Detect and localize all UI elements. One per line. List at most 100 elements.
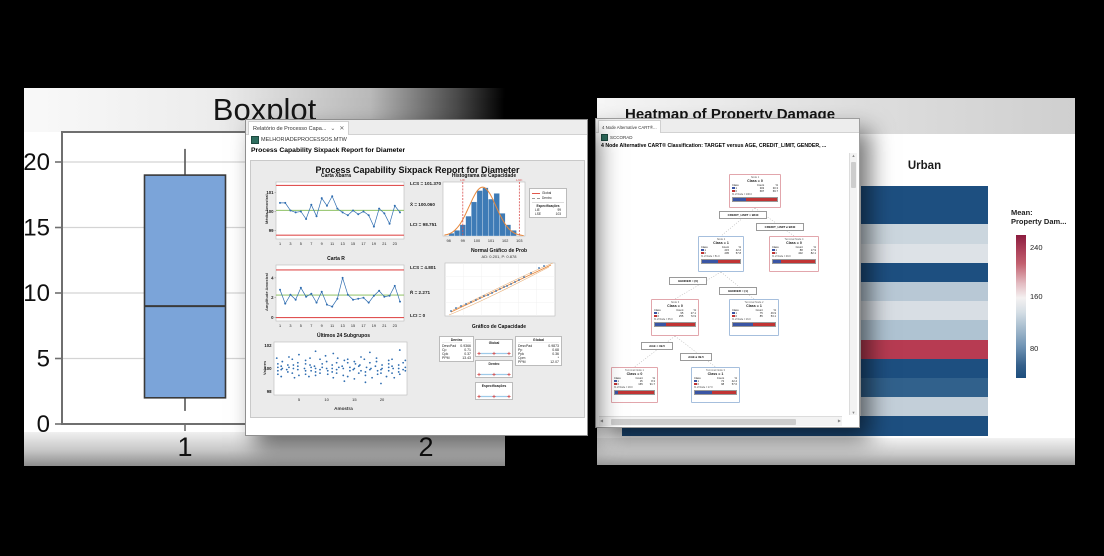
horizontal-scroll-thumb[interactable] (611, 418, 796, 425)
stat-value: 0.37 (464, 352, 471, 356)
tree-node-class-bar (732, 321, 776, 327)
scroll-left-icon[interactable]: ◀ (600, 418, 604, 423)
bar-segment-class0 (746, 197, 777, 201)
class-color-swatch (654, 314, 657, 318)
horizontal-scrollbar[interactable]: ◀ ▶ (599, 416, 842, 426)
capability-histogram: LIE LSE 98 99 100 101 102 103 (442, 179, 526, 243)
boxplot-window-bottom-strip (24, 432, 505, 466)
overall-stat-row: Pp 0.68 (518, 348, 559, 352)
close-icon[interactable]: ✕ (339, 126, 345, 132)
vertical-scrollbar[interactable]: ▲ ▼ (849, 153, 857, 415)
heatmap-row (861, 301, 988, 321)
spec-name: LIE (535, 208, 540, 212)
subgroups-chart: 102 100 98 5 10 15 20 (264, 341, 408, 402)
cart-tab[interactable]: 4 Node Alternative CART®... (598, 120, 661, 133)
tree-node-class: Class = 1 (707, 372, 724, 376)
stat-name: PPM (518, 360, 526, 364)
svg-text:9: 9 (321, 242, 323, 246)
svg-text:13: 13 (340, 242, 344, 246)
tree-node-label: Node 3 (670, 301, 680, 304)
class-color-swatch (732, 189, 735, 193)
class-color-swatch (701, 248, 704, 252)
tree-node-table-header: Class Count% (701, 245, 741, 249)
spec-name: LSE (535, 212, 542, 216)
tree-node-table-row: 0 165 91.7 (614, 383, 655, 386)
stat-name: Cp (442, 348, 447, 352)
tree-node: Node 2 Class = 1 Class Count% 1 215 42.2 0 295 57… (698, 236, 744, 272)
xbar-ucl-label: LCS = 101.370 (410, 181, 442, 186)
svg-text:5: 5 (300, 324, 302, 328)
stat-name: Cpm (518, 356, 526, 360)
bar-segment-class1 (733, 197, 747, 201)
tree-node-percent-note: % of Node = 35.0 (654, 318, 673, 321)
svg-text:17: 17 (361, 324, 365, 328)
class-color-swatch (772, 251, 775, 255)
chevron-down-icon[interactable]: ⌄ (330, 126, 336, 132)
sixpack-tab[interactable]: Relatório de Processo Capa... ⌄ ✕ (248, 121, 350, 135)
tree-node-table-row: 1 72 42.4 (694, 380, 737, 383)
within-stat-row: Cpk 0.37 (442, 352, 471, 356)
cart-heading: 4 Node Alternative CART® Classification:… (601, 143, 827, 149)
vertical-scroll-thumb[interactable] (851, 162, 856, 188)
svg-text:100: 100 (264, 366, 272, 371)
r-ucl-label: LCS = 4.801 (410, 265, 436, 270)
tree-node-class-bar (772, 258, 816, 264)
tree-split-label: AGE < 39.5 (641, 342, 673, 350)
svg-text:23: 23 (393, 324, 397, 328)
stat-name: Cpk (442, 352, 449, 356)
overall-stat-row: DesvPad 0.9873 (518, 344, 559, 348)
cart-worksheet-name: SCCORAD (610, 135, 633, 140)
boxplot-y-tick: 20 (24, 149, 50, 176)
capability-interval-box: Especificações (475, 382, 513, 400)
svg-text:101: 101 (488, 239, 494, 243)
tree-node-percent-note: % of Node = 18.0 (614, 386, 633, 389)
svg-text:11: 11 (330, 242, 334, 246)
sixpack-tab-bar: Relatório de Processo Capa... ⌄ ✕ (246, 120, 587, 135)
within-stats-box: Dentro DesvPad 0.9366 Cp 0.71 Cpk 0.37 PPM 13.4… (439, 336, 474, 362)
sixpack-worksheet-row: MELHORIADEPROCESSOS.MTW (251, 136, 347, 144)
class-color-swatch (701, 251, 704, 255)
bar-segment-class0 (717, 259, 740, 263)
tree-node: Terminal Node 2 Class = 1 Class Count% 1 75 46… (729, 299, 779, 336)
scroll-up-icon[interactable]: ▲ (851, 153, 856, 158)
spec-value: 103 (555, 212, 561, 216)
tree-node-class: Class = 1 (713, 241, 729, 245)
overall-stat-row: Cpm * (518, 356, 559, 360)
svg-text:5: 5 (298, 397, 301, 402)
scroll-right-icon[interactable]: ▶ (837, 418, 841, 423)
worksheet-icon (601, 134, 608, 141)
heatmap-row (861, 320, 988, 340)
sixpack-worksheet-name: MELHORIADEPROCESSOS.MTW (261, 137, 347, 143)
bar-segment-class1 (702, 259, 718, 263)
bar-segment-class0 (752, 322, 775, 326)
tree-node-percent-note: % of Node = 100.0 (732, 193, 752, 196)
heatmap-scale-tick: 240 (1030, 243, 1043, 253)
r-y-axis-label: Amplitude Amostral (264, 273, 269, 311)
overall-stat-row: PPM 12.07 (518, 360, 559, 364)
xbar-center-label: X̄ = 100.060 (410, 202, 435, 207)
probplot-subtitle: AD: 0.201, P: 0.878 (481, 254, 517, 259)
heatmap-row (861, 339, 988, 359)
svg-text:21: 21 (382, 242, 386, 246)
scroll-down-icon[interactable]: ▼ (851, 410, 856, 415)
svg-text:1: 1 (279, 242, 281, 246)
capability-interval-title: Global (488, 341, 500, 345)
tree-node-class: Class = 0 (667, 304, 683, 308)
class-color-swatch (654, 311, 657, 315)
class-color-swatch (614, 382, 617, 386)
svg-text:11: 11 (330, 324, 334, 328)
tree-node-label: Node 1 (750, 176, 760, 179)
legend-entry-label: Global (542, 191, 552, 195)
histogram-legend: Global Dentro Especificações LIE 99 LSE 103 (529, 188, 567, 218)
stat-value: 0.68 (552, 348, 559, 352)
overall-stat-row: Ppk 0.36 (518, 352, 559, 356)
spec-box-title: Especificações (536, 204, 560, 208)
heatmap-column-label: Urban (907, 160, 942, 172)
r-lcl-label: LCI = 0 (410, 313, 426, 318)
subgroups-chart-title: Últimos 24 Subgrupos (316, 333, 371, 339)
tree-node-label: Terminal Node 1 (625, 369, 644, 372)
tree-node: Terminal Node 4 Class = 0 Class Count% 1 88 17… (769, 236, 819, 272)
svg-text:21: 21 (382, 324, 386, 328)
